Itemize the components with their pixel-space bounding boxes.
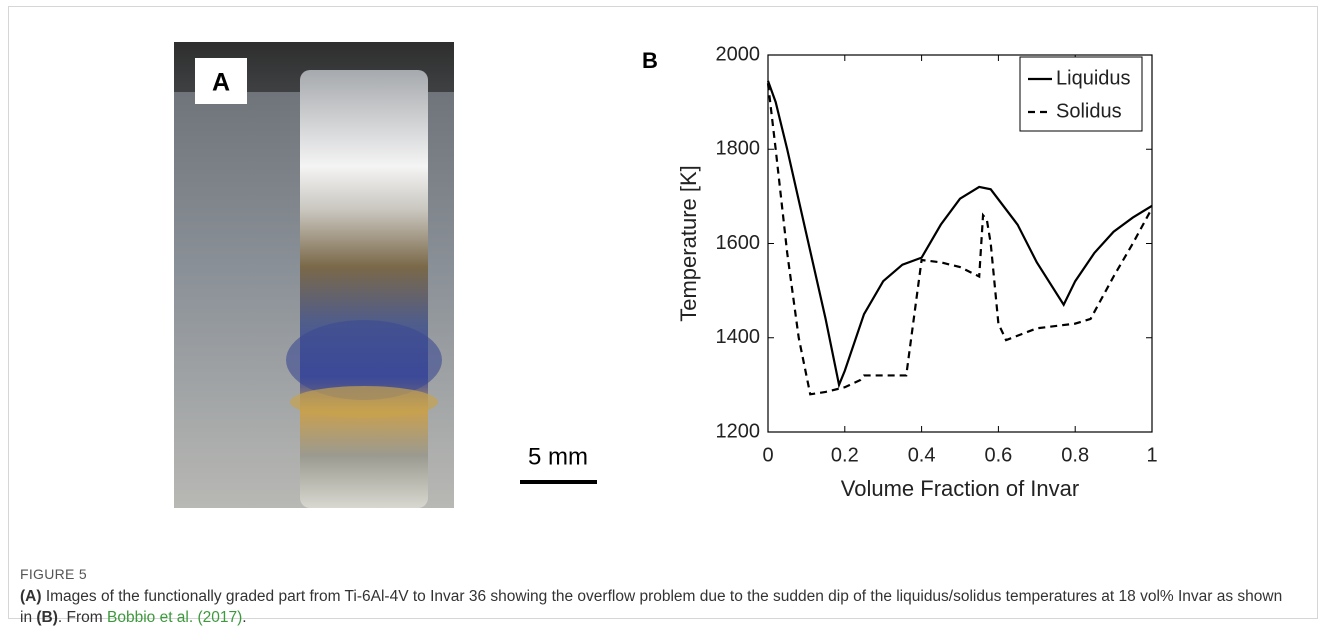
- y-axis-label: Temperature [K]: [676, 165, 701, 322]
- caption-text: (B): [36, 609, 58, 626]
- caption-text: .: [242, 609, 247, 626]
- figure-label: FIGURE 5: [20, 566, 87, 582]
- y-tick-label: 1600: [716, 232, 761, 254]
- figure: A 5 mm B 0 0.2 0.4 0.6 0.8 1 1200 1400 1600 1800 20…: [174, 42, 1158, 508]
- caption: (A) Images of the functionally graded pa…: [20, 586, 1290, 628]
- scale-bar-label: 5 mm: [528, 443, 588, 470]
- x-tick-label: 0.4: [908, 444, 936, 466]
- line-series: [766, 83, 1153, 396]
- photo: [174, 42, 612, 508]
- legend-label: Liquidus: [1056, 67, 1131, 89]
- citation-link[interactable]: Bobbio et al. (2017): [107, 609, 243, 626]
- caption-text: (A): [20, 588, 42, 605]
- y-tick-label: 2000: [716, 43, 761, 65]
- x-axis-label: Volume Fraction of Invar: [841, 476, 1079, 501]
- caption-text: Images of the functionally graded part f…: [20, 588, 1283, 626]
- legend-label: Solidus: [1056, 100, 1122, 122]
- x-tick-label: 0.8: [1061, 444, 1089, 466]
- x-tick-label: 0: [762, 444, 773, 466]
- x-tick-label: 0.2: [831, 444, 859, 466]
- panel-label: A: [212, 69, 230, 97]
- y-tick-label: 1800: [716, 138, 761, 160]
- x-tick-label: 0.6: [984, 444, 1012, 466]
- y-tick-label: 1200: [716, 420, 761, 442]
- panel-label: B: [642, 48, 658, 73]
- y-tick-label: 1400: [716, 326, 761, 348]
- legend-box: [1019, 56, 1143, 132]
- x-tick-label: 1: [1146, 444, 1157, 466]
- line-series: [766, 80, 1153, 389]
- figure-frame: [8, 6, 1318, 619]
- caption-text: . From: [57, 609, 107, 626]
